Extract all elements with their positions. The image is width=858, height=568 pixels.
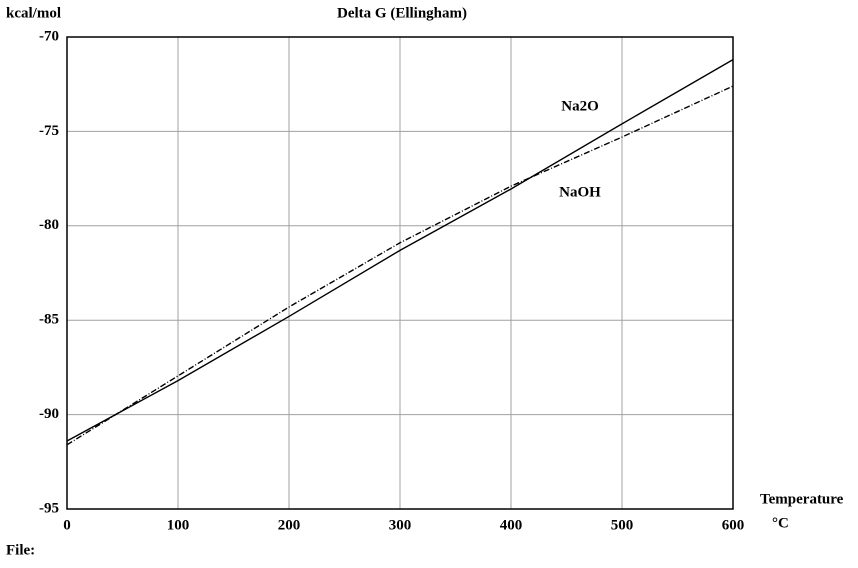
y-tick-label: -85 — [39, 312, 59, 328]
series-label: NaOH — [559, 184, 601, 200]
y-tick-label: -75 — [39, 123, 59, 139]
y-tick-label: -95 — [39, 500, 59, 516]
x-axis-label: Temperature — [760, 491, 844, 507]
x-axis-unit: °C — [772, 515, 789, 531]
x-tick-label: 0 — [63, 517, 71, 533]
y-tick-label: -90 — [39, 406, 59, 422]
y-axis-label: kcal/mol — [6, 5, 61, 21]
footer: File: — [6, 542, 35, 558]
x-tick-label: 400 — [500, 517, 523, 533]
plot-frame — [66, 36, 734, 510]
series-label: Na2O — [561, 98, 599, 114]
x-tick-label: 100 — [167, 517, 190, 533]
x-tick-label: 500 — [611, 517, 634, 533]
x-tick-label: 200 — [278, 517, 301, 533]
y-tick-label: -80 — [39, 217, 59, 233]
series-line — [66, 85, 734, 446]
series-line — [66, 59, 734, 442]
x-tick-label: 600 — [722, 517, 745, 533]
x-tick-label: 300 — [389, 517, 412, 533]
y-tick-label: -70 — [39, 28, 59, 44]
chart-title: Delta G (Ellingham) — [337, 5, 467, 21]
